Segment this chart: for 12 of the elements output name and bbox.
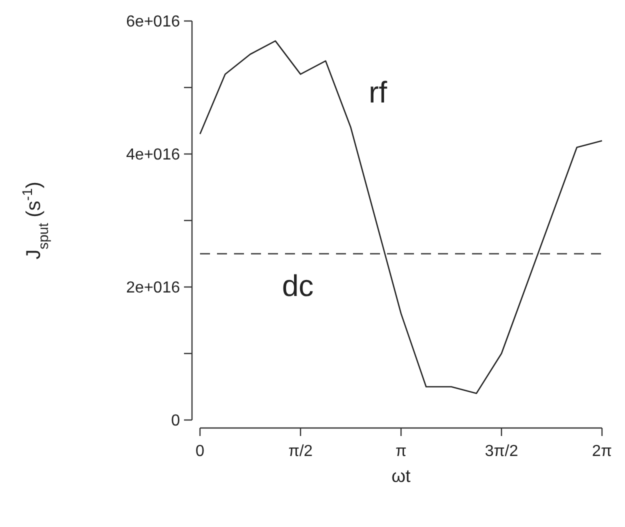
x-tick-label: π [396, 443, 407, 460]
x-axis-title: ωt [391, 466, 411, 486]
x-tick-label: 0 [196, 443, 205, 460]
y-tick-label: 6e+016 [126, 14, 180, 31]
ref-line-label: dc [282, 270, 314, 303]
x-tick-label: π/2 [288, 443, 313, 460]
y-tick-label: 2e+016 [126, 280, 180, 297]
x-tick-label: 3π/2 [484, 443, 518, 460]
series-label: rf [368, 76, 388, 110]
x-tick-label: 2π [592, 443, 612, 460]
y-tick-label: 4e+016 [126, 146, 180, 164]
y-tick-label: 0 [171, 412, 180, 430]
